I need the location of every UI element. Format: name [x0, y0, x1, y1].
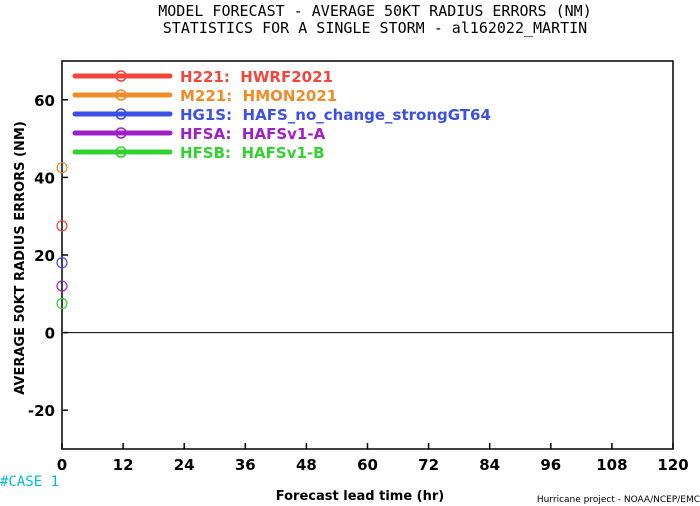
x-tick-label: 60: [357, 456, 378, 474]
data-point: [56, 297, 68, 310]
x-tick-label: 24: [174, 456, 195, 474]
y-tick-label: -20: [28, 402, 55, 420]
legend-entry: HG1S: HAFS_no_change_strongGT64: [180, 106, 491, 124]
x-axis-label: Forecast lead time (hr): [276, 489, 444, 504]
legend-marker: [115, 89, 127, 101]
x-tick-label: 108: [596, 456, 627, 474]
x-tick-label: 72: [418, 456, 439, 474]
legend-marker: [115, 127, 127, 139]
legend-entry: H221: HWRF2021: [180, 68, 333, 86]
data-point: [56, 162, 68, 174]
legend-marker: [115, 146, 127, 158]
legend-entry: HFSB: HAFSv1-B: [180, 144, 325, 162]
legend-marker: [115, 70, 127, 82]
credit-text: Hurricane project - NOAA/NCEP/EMC: [537, 495, 700, 505]
x-tick-label: 36: [235, 456, 256, 474]
case-count: #CASE 1: [0, 474, 59, 490]
y-tick-label: 0: [45, 325, 55, 343]
data-points: [56, 162, 68, 310]
y-tick-label: 60: [34, 92, 55, 110]
data-point: [56, 257, 68, 269]
x-tick-label: 84: [479, 456, 500, 474]
x-tick-label: 120: [657, 456, 688, 474]
chart-title: MODEL FORECAST - AVERAGE 50KT RADIUS ERR…: [158, 2, 591, 20]
y-tick-label: 20: [34, 247, 55, 265]
x-tick-label: 48: [296, 456, 317, 474]
x-tick-label: 12: [113, 456, 134, 474]
legend-entry: M221: HMON2021: [180, 87, 337, 105]
y-axis-label: AVERAGE 50KT RADIUS ERRORS (NM): [13, 121, 28, 395]
chart-subtitle: STATISTICS FOR A SINGLE STORM - al162022…: [163, 19, 587, 37]
legend-marker: [115, 108, 127, 120]
x-axis: 0 12 24 36 48 60 72 84 96 108 120: [57, 443, 689, 474]
x-tick-label: 96: [540, 456, 561, 474]
y-axis: -20 0 20 40 60: [28, 92, 68, 420]
legend-entry: HFSA: HAFSv1-A: [180, 125, 326, 143]
y-tick-label: 40: [34, 169, 55, 187]
data-point: [56, 280, 68, 292]
data-point: [56, 220, 68, 232]
x-tick-label: 0: [57, 456, 67, 474]
